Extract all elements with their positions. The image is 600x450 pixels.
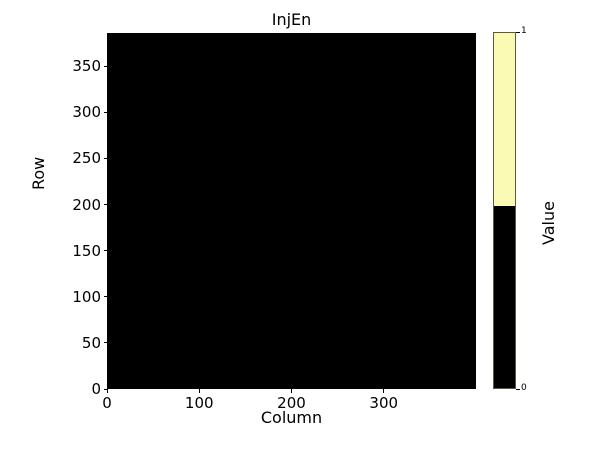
heatmap-plot-area[interactable] bbox=[107, 33, 476, 389]
x-axis: 0 100 200 300 bbox=[102, 389, 476, 429]
y-axis-tick-mark bbox=[103, 342, 107, 344]
y-axis-tick-label: 300 bbox=[72, 103, 101, 122]
x-axis-tick-label: 200 bbox=[277, 394, 306, 412]
x-axis-tick-label: 300 bbox=[369, 394, 399, 412]
y-axis-tick-label: 350 bbox=[72, 57, 101, 76]
x-axis-tick-mark bbox=[198, 389, 200, 393]
colorbar-segment-low bbox=[494, 205, 515, 388]
y-axis-tick-mark bbox=[103, 157, 107, 159]
y-axis-tick-mark bbox=[103, 388, 107, 390]
x-axis-tick-mark bbox=[383, 389, 385, 393]
y-axis-tick-label: 0 bbox=[91, 380, 101, 398]
x-axis-tick-mark bbox=[291, 389, 292, 393]
colorbar-segment-high bbox=[494, 33, 515, 206]
x-axis-tick-label: 0 bbox=[102, 394, 112, 412]
y-axis-tick-mark bbox=[103, 65, 107, 67]
y-axis-tick-mark bbox=[103, 296, 107, 298]
x-axis-tick-mark bbox=[106, 389, 108, 393]
y-axis-tick-label: 150 bbox=[72, 241, 101, 260]
y-axis-tick-label: 50 bbox=[81, 333, 101, 352]
colorbar[interactable] bbox=[493, 32, 516, 389]
y-axis-label: Row bbox=[29, 156, 48, 190]
colorbar-tick-mark bbox=[516, 31, 520, 33]
y-axis-tick-mark bbox=[103, 250, 107, 252]
y-axis-tick-label: 200 bbox=[72, 195, 101, 214]
colorbar-label: Value bbox=[539, 201, 558, 245]
y-axis-tick-label: 100 bbox=[72, 287, 101, 306]
y-axis-tick-mark bbox=[103, 111, 107, 113]
y-axis: 0 50 100 150 200 250 300 350 bbox=[0, 33, 107, 398]
y-axis-tick-mark bbox=[103, 204, 107, 206]
colorbar-tick-mark bbox=[516, 388, 520, 390]
y-axis-tick-label: 250 bbox=[72, 149, 101, 168]
colorbar-tick-label: 1 bbox=[521, 26, 527, 36]
colorbar-tick-label: 0 bbox=[521, 383, 527, 393]
x-axis-tick-label: 100 bbox=[184, 394, 214, 412]
x-axis-label: Column bbox=[260, 408, 323, 427]
heatmap-image bbox=[107, 33, 476, 389]
colorbar-gradient bbox=[494, 33, 515, 388]
page-title: InjEn bbox=[271, 10, 312, 29]
